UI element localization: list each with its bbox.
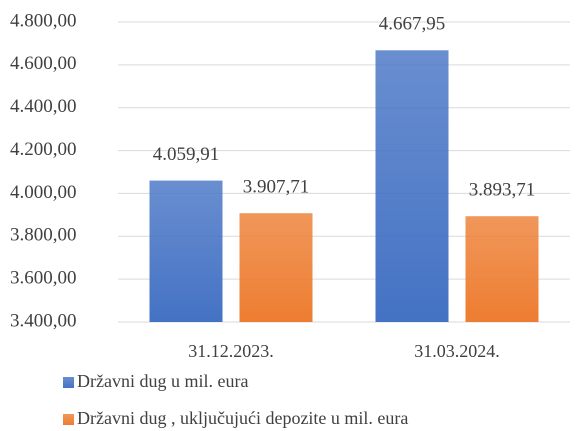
y-tick-label: 4.000,00 bbox=[10, 182, 77, 203]
legend-swatch bbox=[63, 414, 74, 425]
legend-swatch bbox=[63, 377, 74, 388]
legend-label: Državni dug u mil. eura bbox=[77, 371, 248, 391]
x-tick-label: 31.12.2023. bbox=[188, 341, 274, 361]
y-tick-label: 4.600,00 bbox=[10, 53, 77, 74]
y-tick-label: 4.400,00 bbox=[10, 96, 77, 117]
bar bbox=[149, 180, 223, 322]
legend-label: Državni dug , uključujući depozite u mil… bbox=[77, 408, 408, 428]
data-label: 3.893,71 bbox=[469, 180, 536, 201]
y-tick-label: 4.800,00 bbox=[10, 10, 77, 31]
y-tick-label: 3.800,00 bbox=[10, 225, 77, 246]
bar bbox=[465, 216, 539, 322]
bar bbox=[239, 213, 313, 322]
bar bbox=[375, 50, 449, 323]
y-tick-label: 4.200,00 bbox=[10, 139, 77, 160]
data-label: 4.059,91 bbox=[153, 144, 220, 165]
y-tick-label: 3.400,00 bbox=[10, 310, 77, 331]
y-tick-label: 3.600,00 bbox=[10, 268, 77, 289]
data-label: 3.907,71 bbox=[243, 177, 310, 198]
data-label: 4.667,95 bbox=[379, 14, 446, 35]
x-tick-label: 31.03.2024. bbox=[414, 341, 500, 361]
